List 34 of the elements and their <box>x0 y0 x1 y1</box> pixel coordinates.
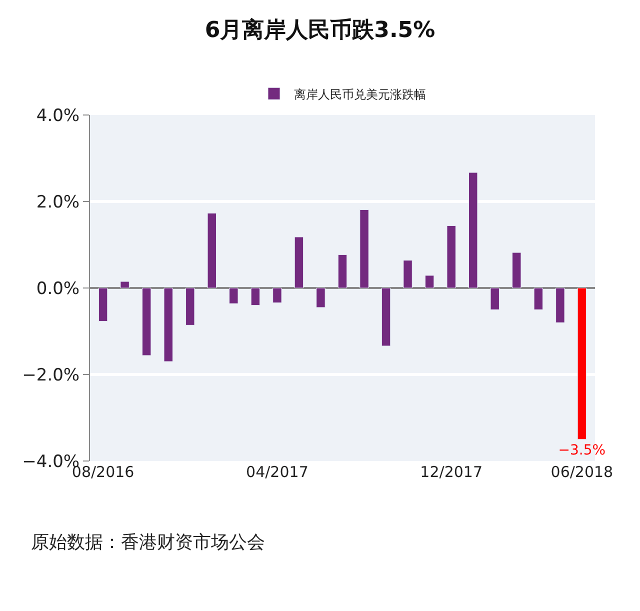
bar <box>556 288 565 323</box>
bar <box>120 281 130 288</box>
y-tick-label: 0.0% <box>36 278 80 299</box>
y-tick-label: 2.0% <box>36 192 80 212</box>
bar <box>512 252 522 288</box>
bar <box>403 260 412 288</box>
bar <box>207 212 216 288</box>
bar <box>424 275 434 288</box>
bar <box>316 288 326 308</box>
bar <box>490 288 500 310</box>
bar <box>468 172 478 288</box>
bar <box>229 288 238 304</box>
bar <box>360 209 369 288</box>
bar <box>381 288 391 346</box>
bar <box>294 236 304 288</box>
bar <box>186 288 195 326</box>
bar <box>250 288 260 306</box>
y-tick-label: −2.0% <box>22 365 80 386</box>
data-label: −3.5% <box>558 442 606 458</box>
bar <box>534 288 544 310</box>
bar <box>98 288 108 322</box>
x-tick-label: 04/2017 <box>246 463 308 481</box>
bar <box>338 254 348 288</box>
bar <box>272 288 282 303</box>
chart-title: 6月离岸人民币跌3.5% <box>204 16 436 43</box>
bar <box>446 225 456 288</box>
text: 原始数据：香港财资市场公会 <box>31 532 265 553</box>
x-tick-label: 12/2017 <box>420 463 483 481</box>
bar <box>142 288 152 356</box>
bar <box>164 288 173 362</box>
y-tick-label: 4.0% <box>36 106 80 126</box>
bar <box>577 288 587 440</box>
legend-label: 离岸人民币兑美元涨跌幅 <box>294 87 426 102</box>
x-tick-label: 06/2018 <box>550 463 614 481</box>
